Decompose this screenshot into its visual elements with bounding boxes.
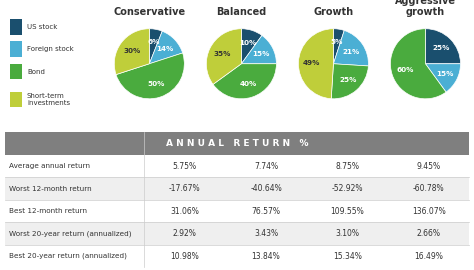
Text: Worst 20-year return (annualized): Worst 20-year return (annualized)	[9, 230, 132, 237]
Text: A N N U A L   R E T U R N   %: A N N U A L R E T U R N %	[166, 139, 308, 148]
Text: Average annual return: Average annual return	[9, 163, 91, 169]
Text: Best 20-year return (annualized): Best 20-year return (annualized)	[9, 253, 127, 259]
Text: 9.45%: 9.45%	[417, 161, 441, 171]
Wedge shape	[149, 29, 162, 64]
Text: 16.49%: 16.49%	[414, 252, 443, 261]
Text: -40.64%: -40.64%	[250, 184, 282, 193]
Text: Foreign stock: Foreign stock	[27, 46, 73, 52]
Text: 49%: 49%	[303, 60, 320, 66]
Text: 8.75%: 8.75%	[335, 161, 359, 171]
Text: US stock: US stock	[27, 24, 57, 30]
Text: Best 12-month return: Best 12-month return	[9, 208, 87, 214]
Text: 2.92%: 2.92%	[173, 229, 197, 238]
Bar	[5, 245, 469, 267]
Text: 31.06%: 31.06%	[170, 207, 199, 215]
Text: 35%: 35%	[213, 51, 231, 57]
Wedge shape	[114, 29, 149, 75]
Bar	[9, 64, 22, 79]
Text: 15%: 15%	[436, 71, 454, 77]
Wedge shape	[391, 29, 446, 99]
Text: 6%: 6%	[147, 39, 160, 45]
Text: 76.57%: 76.57%	[252, 207, 281, 215]
Bar	[5, 200, 469, 222]
Text: 136.07%: 136.07%	[412, 207, 446, 215]
Text: -60.78%: -60.78%	[413, 184, 445, 193]
Text: 60%: 60%	[396, 68, 413, 73]
Text: Worst 12-month return: Worst 12-month return	[9, 185, 92, 191]
Wedge shape	[213, 64, 276, 99]
Title: Growth: Growth	[313, 8, 354, 18]
Wedge shape	[426, 29, 461, 64]
Text: 10.98%: 10.98%	[170, 252, 199, 261]
Wedge shape	[333, 29, 344, 64]
Text: -17.67%: -17.67%	[169, 184, 201, 193]
Title: Aggressive
growth: Aggressive growth	[395, 0, 456, 18]
Wedge shape	[241, 35, 276, 64]
Text: -52.92%: -52.92%	[332, 184, 363, 193]
Text: 40%: 40%	[239, 82, 257, 87]
Wedge shape	[333, 31, 368, 66]
Bar	[9, 92, 22, 107]
Text: Short-term
investments: Short-term investments	[27, 93, 70, 106]
Text: 50%: 50%	[147, 82, 165, 87]
Wedge shape	[206, 29, 241, 84]
Bar	[5, 132, 469, 155]
Bar	[5, 155, 469, 177]
Text: 21%: 21%	[343, 49, 360, 55]
Wedge shape	[116, 53, 184, 99]
Title: Conservative: Conservative	[113, 8, 185, 18]
Text: 5%: 5%	[331, 39, 343, 45]
Text: 25%: 25%	[432, 45, 449, 51]
Bar	[9, 42, 22, 57]
Text: 15%: 15%	[252, 51, 269, 57]
Text: 10%: 10%	[239, 40, 257, 46]
Text: 13.84%: 13.84%	[252, 252, 281, 261]
Text: 2.66%: 2.66%	[417, 229, 441, 238]
Title: Balanced: Balanced	[216, 8, 266, 18]
Wedge shape	[241, 29, 262, 64]
Bar	[9, 19, 22, 35]
Wedge shape	[331, 64, 368, 99]
Text: 25%: 25%	[339, 77, 356, 83]
Text: 5.75%: 5.75%	[173, 161, 197, 171]
Text: 15.34%: 15.34%	[333, 252, 362, 261]
Text: 3.43%: 3.43%	[254, 229, 278, 238]
Text: Bond: Bond	[27, 69, 45, 75]
Wedge shape	[149, 31, 182, 64]
Text: 14%: 14%	[156, 46, 174, 52]
Text: 7.74%: 7.74%	[254, 161, 278, 171]
Text: 3.10%: 3.10%	[335, 229, 359, 238]
Wedge shape	[426, 64, 461, 92]
Text: 30%: 30%	[123, 48, 140, 54]
Bar	[5, 222, 469, 245]
Bar	[5, 177, 469, 200]
Wedge shape	[299, 29, 333, 99]
Text: 109.55%: 109.55%	[330, 207, 364, 215]
